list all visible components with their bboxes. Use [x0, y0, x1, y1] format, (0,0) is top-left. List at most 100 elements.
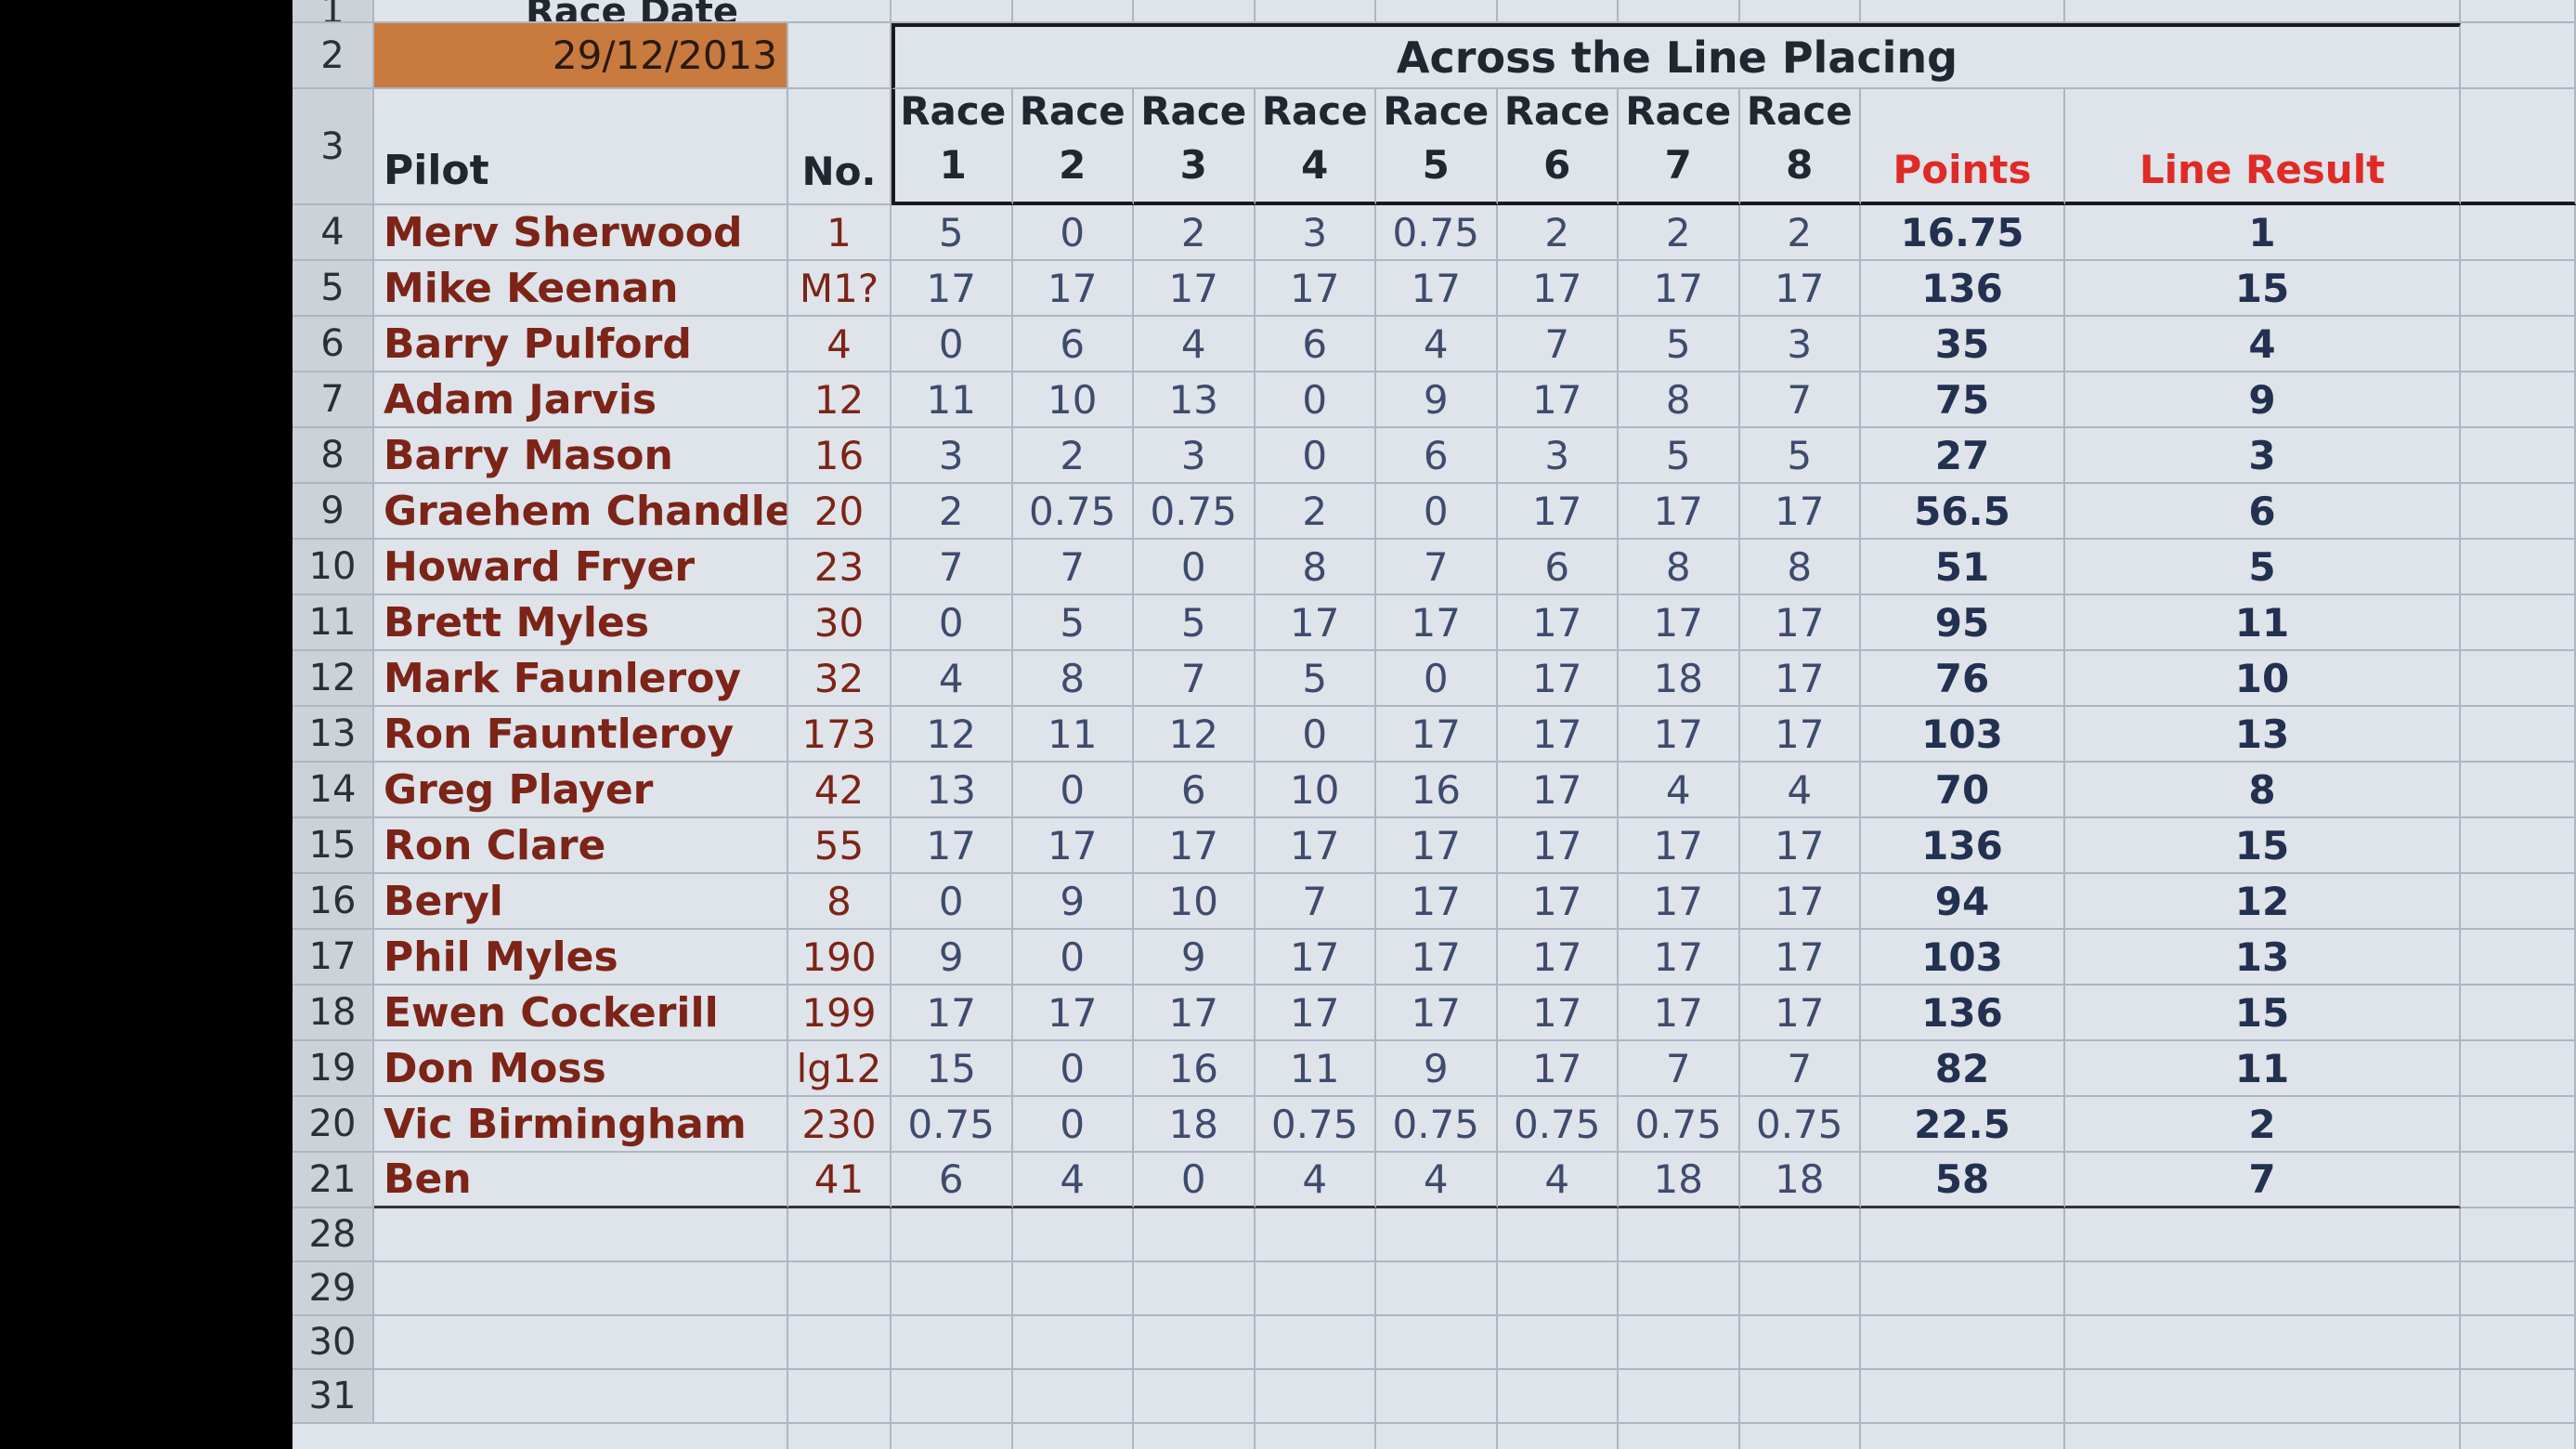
cell-value: M1? [788, 261, 891, 317]
row-number: 5 [293, 261, 374, 317]
cell-value: 10 [1255, 763, 1376, 818]
cell-value: 51 [1861, 540, 2065, 595]
cell [1255, 0, 1376, 23]
cell-value: 4 [1134, 317, 1255, 372]
cell [891, 0, 1013, 23]
cell [1012, 1262, 1134, 1316]
cell [2461, 651, 2576, 707]
cell-value: 4 [1497, 1153, 1619, 1208]
cell [1255, 1208, 1376, 1262]
pilot-name: Phil Myles [374, 930, 788, 986]
cell-value: 7 [1497, 317, 1619, 372]
cell-value: 0 [1012, 1097, 1134, 1153]
cell-value: 17 [1619, 818, 1740, 874]
cell-value: 17 [1012, 261, 1134, 317]
pilot-name: Mark Faunleroy [374, 651, 788, 707]
cell-value: 55 [788, 818, 891, 874]
cell-value: 17 [891, 261, 1013, 317]
cell [2461, 540, 2576, 595]
cell-value: 18 [1134, 1097, 1255, 1153]
cell-value: 1 [788, 205, 891, 261]
row-number: 30 [293, 1316, 374, 1370]
cell [1619, 1208, 1740, 1262]
race-date: 29/12/2013 [374, 23, 788, 89]
cell [2461, 818, 2576, 874]
cell-value: 103 [1861, 930, 2065, 986]
cell [1497, 1262, 1619, 1316]
row-number: 8 [293, 428, 374, 484]
cell-value: 3 [2065, 428, 2461, 484]
cell-value: 0.75 [1376, 205, 1498, 261]
pilot-name: Ewen Cockerill [374, 986, 788, 1041]
column-header: Race 2 [1012, 89, 1134, 205]
cell [374, 1208, 788, 1262]
cell-value: 0.75 [1376, 1097, 1498, 1153]
cell-value: 7 [1134, 651, 1255, 707]
cell-value: 17 [1619, 595, 1740, 651]
cell-value: 9 [1012, 874, 1134, 930]
cell-value: 17 [1497, 261, 1619, 317]
cell-value: 4 [1376, 317, 1498, 372]
cell [1497, 1316, 1619, 1370]
cell [1255, 1424, 1376, 1449]
pilot-name: Greg Player [374, 763, 788, 818]
pilot-name: Graehem Chandler [374, 484, 788, 540]
cell [2461, 707, 2576, 763]
cell-value: 11 [1255, 1041, 1376, 1097]
cell-value: 3 [1497, 428, 1619, 484]
cell-value: 8 [2065, 763, 2461, 818]
cell-value: 17 [1739, 874, 1861, 930]
row-number: 12 [293, 651, 374, 707]
row-number: 14 [293, 763, 374, 818]
cell-value: 22.5 [1861, 1097, 2065, 1153]
cell [2461, 763, 2576, 818]
cell-value: 7 [1619, 1041, 1740, 1097]
pilot-name: Merv Sherwood [374, 205, 788, 261]
cell-value: 173 [788, 707, 891, 763]
cell [788, 23, 891, 89]
cell-value: 2 [1497, 205, 1619, 261]
cell-value: 5 [1255, 651, 1376, 707]
pilot-name: Beryl [374, 874, 788, 930]
column-header: Points [1861, 89, 2065, 205]
cell-value: 0.75 [1497, 1097, 1619, 1153]
cell-value: 11 [891, 372, 1013, 428]
cell-value: 23 [788, 540, 891, 595]
cell-value: 17 [1376, 930, 1498, 986]
cell-value: 17 [1376, 874, 1498, 930]
cell-value: 2 [1619, 205, 1740, 261]
cell [1255, 1262, 1376, 1316]
cell-value: 15 [2065, 986, 2461, 1041]
cell [788, 1370, 891, 1424]
cell-value: 17 [1376, 261, 1498, 317]
row-number: 6 [293, 317, 374, 372]
cell-value: 0 [891, 874, 1013, 930]
cell [1134, 1262, 1255, 1316]
cell [1012, 1370, 1134, 1424]
pilot-name: Don Moss [374, 1041, 788, 1097]
cell-value: 5 [1134, 595, 1255, 651]
cell-value: 27 [1861, 428, 2065, 484]
cell [2461, 930, 2576, 986]
cell [1134, 1316, 1255, 1370]
cell-value: 17 [891, 986, 1013, 1041]
cell-value: 56.5 [1861, 484, 2065, 540]
row-number: 11 [293, 595, 374, 651]
cell-value: 9 [1376, 1041, 1498, 1097]
cell [1134, 1424, 1255, 1449]
cell-value: 230 [788, 1097, 891, 1153]
cell [1740, 1424, 1861, 1449]
cell-value: 17 [1739, 261, 1861, 317]
cell-value: 4 [2065, 317, 2461, 372]
cell-value: 0 [1012, 763, 1134, 818]
cell-value: 7 [2065, 1153, 2461, 1208]
cell-value: 82 [1861, 1041, 2065, 1097]
cell-value: 2 [1012, 428, 1134, 484]
cell-value: 95 [1861, 595, 2065, 651]
cell-value: 32 [788, 651, 891, 707]
cell [1255, 1316, 1376, 1370]
pilot-name: Adam Jarvis [374, 372, 788, 428]
cell-value: 12 [2065, 874, 2461, 930]
cell [891, 1208, 1013, 1262]
cell-value: 5 [891, 205, 1013, 261]
